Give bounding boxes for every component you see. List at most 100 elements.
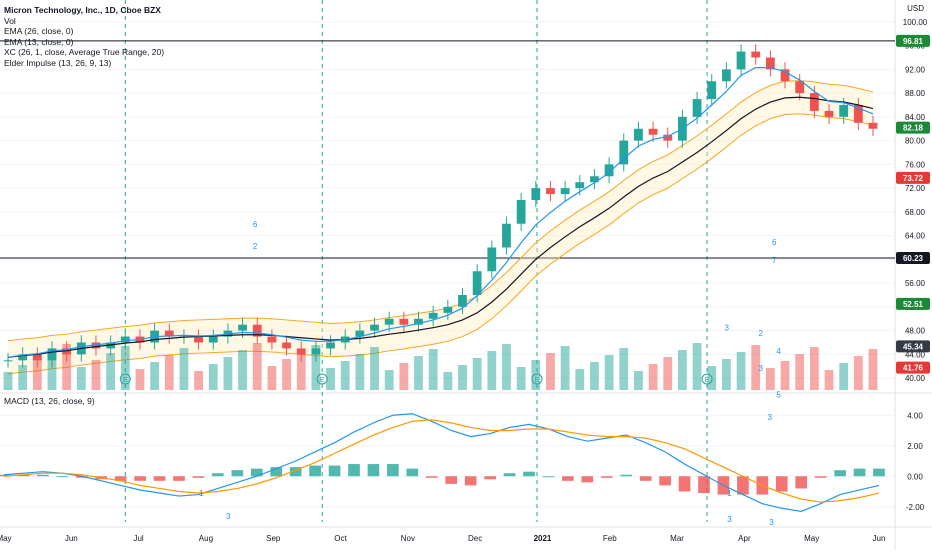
- candle-body: [546, 188, 555, 195]
- macd-histogram-bar: [737, 476, 749, 495]
- volume-bar: [311, 345, 321, 390]
- earnings-marker: E: [320, 377, 325, 384]
- macd-histogram-bar: [853, 468, 866, 477]
- macd-histogram-bar: [620, 474, 633, 477]
- time-tick-label: Mar: [670, 534, 684, 543]
- volume-bar: [135, 369, 145, 390]
- volume-bar: [238, 350, 247, 390]
- price-tick-label: 84.00: [905, 113, 926, 122]
- macd-histogram-bar: [328, 465, 341, 477]
- candle-body: [194, 336, 203, 343]
- volume-bar: [751, 345, 761, 390]
- macd-histogram-bar: [387, 464, 399, 477]
- signal-number: 7: [772, 256, 777, 265]
- macd-histogram-bar: [484, 476, 496, 480]
- volume-bar: [692, 343, 702, 390]
- volume-bar: [296, 352, 306, 390]
- volume-bar: [384, 370, 394, 390]
- time-tick-label: Dec: [468, 534, 482, 543]
- time-tick-label: Nov: [401, 534, 415, 543]
- candle-body: [414, 318, 423, 325]
- macd-histogram-bar: [153, 476, 166, 481]
- volume-bar: [267, 366, 277, 390]
- macd-histogram-bar: [698, 476, 710, 494]
- candle-body: [560, 188, 570, 195]
- volume-bar: [120, 346, 130, 390]
- volume-bar: [414, 356, 423, 390]
- macd-histogram-bar: [678, 476, 691, 492]
- candle-body: [751, 51, 761, 58]
- candle-body: [795, 81, 805, 94]
- candle-body: [502, 223, 511, 248]
- signal-number: 2: [253, 242, 258, 251]
- volume-bar: [458, 365, 467, 390]
- price-flag-label: 60.23: [903, 254, 924, 263]
- ema-line-ema-26-close-0-: [7, 96, 874, 358]
- macd-histogram-bar: [0, 474, 10, 477]
- macd-histogram-bar: [270, 467, 283, 477]
- volume-bar: [516, 367, 526, 390]
- volume-bar: [399, 363, 409, 390]
- macd-tick-label: 2.00: [907, 442, 923, 451]
- macd-tick-label: 4.00: [907, 411, 923, 420]
- volume-bar: [370, 347, 379, 390]
- macd-signal-number: 1: [199, 489, 204, 498]
- macd-histogram-bar: [445, 476, 458, 484]
- candle-body: [853, 105, 863, 123]
- candle-body: [487, 247, 497, 272]
- price-tick-label: 80.00: [905, 137, 926, 146]
- macd-line: [3, 413, 880, 512]
- macd-histogram-bar: [37, 474, 49, 477]
- macd-histogram-bar: [56, 476, 69, 478]
- time-tick-label: Jun: [65, 534, 78, 543]
- volume-bar: [47, 351, 57, 390]
- candle-body: [590, 176, 599, 183]
- keltner-upper-band: [7, 80, 874, 342]
- candle-body: [164, 330, 174, 337]
- price-tick-label: 76.00: [905, 160, 926, 169]
- signal-number: 4: [776, 347, 781, 356]
- macd-histogram-bar: [464, 476, 477, 486]
- macd-histogram-bar: [581, 476, 594, 483]
- macd-legend: MACD (13, 26, close, 9): [4, 396, 95, 406]
- volume-bar: [648, 364, 658, 390]
- candle-body: [18, 354, 28, 361]
- candle-body: [472, 271, 482, 295]
- time-tick-label: Feb: [603, 534, 617, 543]
- volume-bar: [487, 351, 497, 390]
- macd-histogram-bar: [348, 464, 360, 477]
- candle-body: [296, 348, 306, 355]
- candle-body: [809, 93, 819, 111]
- volume-bar: [428, 349, 438, 390]
- volume-bar: [634, 371, 643, 390]
- volume-bar: [355, 354, 365, 390]
- volume-bar: [839, 363, 849, 390]
- macd-histogram-bar: [814, 476, 827, 478]
- candle-body: [399, 318, 409, 325]
- macd-signal-line: [3, 419, 880, 503]
- volume-bar: [91, 360, 101, 390]
- volume-bar: [208, 364, 218, 390]
- price-tick-label: 100.00: [903, 18, 928, 27]
- price-flag: [896, 34, 930, 47]
- volume-bar: [678, 350, 687, 390]
- candle-body: [648, 128, 658, 135]
- candle-body: [839, 105, 849, 117]
- price-tick-label: 72.00: [905, 184, 926, 193]
- volume-bar: [32, 358, 42, 390]
- candle-body: [32, 354, 42, 361]
- volume-bar: [3, 372, 13, 390]
- candle-body: [326, 342, 335, 349]
- volume-bar: [546, 353, 555, 390]
- volume-bar: [795, 354, 805, 390]
- price-tick-label: 56.00: [905, 279, 926, 288]
- price-flag: [896, 121, 930, 134]
- macd-histogram-bar: [873, 468, 885, 477]
- time-tick-label: May: [804, 534, 819, 543]
- price-flag-label: 73.72: [903, 174, 924, 183]
- volume-bar: [736, 352, 746, 390]
- volume-bar: [721, 359, 731, 390]
- volume-bar: [62, 344, 72, 390]
